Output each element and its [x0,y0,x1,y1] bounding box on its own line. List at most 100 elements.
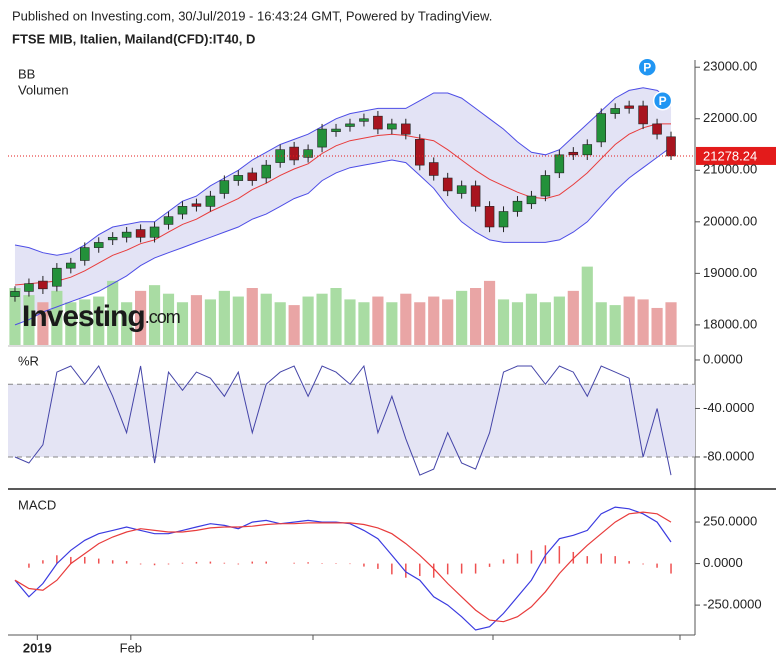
candle-body [163,216,174,225]
volume-bar [204,299,216,345]
volume-bar [65,302,77,345]
macd-line [14,511,672,623]
symbol-title: FTSE MIB, Italien, Mailand(CFD):IT40, D [12,31,255,46]
candle-body [135,229,146,238]
candle-body [582,144,593,156]
candle-body [345,123,355,127]
volume-bar [483,280,496,345]
candle-body [52,267,62,287]
candle-body [233,175,244,181]
candle-body [373,115,383,130]
y-tick-label: 23000.00 [703,59,757,74]
volume-bar [372,296,384,345]
volume-bar [162,293,175,345]
volume-bar [121,302,133,345]
volume-bar [316,293,328,345]
volume-bar [274,302,286,345]
candle-body [401,123,411,135]
volume-bar [246,288,258,345]
pivot-marker [637,57,658,77]
volume-bar [539,302,551,345]
volume-bar [497,299,510,345]
candle-body [10,291,20,297]
bb-lower [14,146,672,326]
volume-bar [288,305,300,345]
volume-bar [525,293,538,345]
volume-bar [330,288,342,345]
published-note: Published on Investing.com, 30/Jul/2019 … [12,8,492,23]
volume-bar [107,280,119,345]
candle-body [652,123,662,135]
y-tick-label: 0.0000 [703,555,743,570]
candle-body [275,149,285,163]
candle-body [191,203,202,207]
volume-bar [651,307,663,345]
plot: 21278.24 P P 18000.00 19000.00 20000.00 21000.… [8,57,776,655]
y-tick-label: -40.0000 [703,400,754,415]
volume-bar [302,296,314,345]
watermark-brand: Investing [22,300,145,333]
last-price-box [696,146,776,165]
candle-body [442,177,453,192]
indicator-line [14,364,672,476]
volume-bar [511,302,524,345]
candle-body [93,242,104,248]
pivot-marker-label: P [659,94,667,108]
candle-body [289,146,299,161]
volume-bar [358,302,370,345]
bb-fill [14,87,672,325]
candle-body [387,123,397,130]
y-tick-label: -250.0000 [703,597,762,612]
x-tick-label: 2019 [23,640,52,655]
candle-body [261,164,271,179]
candle-body [610,108,620,114]
y-tick-label: 18000.00 [703,316,757,331]
volume-bar [665,302,677,345]
volume-bar [595,302,607,345]
volume-bar [581,266,593,345]
volume-bar [637,299,649,345]
candle-body [66,262,76,269]
volume-bar [428,296,440,345]
volume-bar [232,296,244,345]
indicator-label: Volumen [18,82,69,97]
candle-body [24,283,34,292]
candle-body [428,162,439,176]
volume-bar [79,299,91,345]
volume-bar [344,299,356,345]
candle-body [568,151,579,156]
volume-bar [9,288,21,345]
candle-body [177,206,188,215]
candle-body [526,195,537,205]
candle-body [470,185,481,207]
candle-body [498,211,509,228]
candle-body [456,185,467,194]
volume-bar [93,296,105,345]
volume-bar [176,302,189,345]
candle-body [107,236,118,241]
bb-middle [14,123,671,286]
volume-bar [623,296,635,345]
y-tick-label: 250.0000 [703,513,757,528]
pivot-marker-label: P [643,60,651,74]
candle-body [638,105,648,125]
volume-bar [442,299,454,345]
candle-body [415,139,425,166]
volume-bar [135,290,147,345]
candle-body [317,128,327,148]
y-tick-label: 22000.00 [703,110,757,125]
indicator-label: %R [18,353,39,368]
candle-body [247,172,258,181]
candle-body [596,113,606,143]
volume-bar [609,305,621,345]
macd-line [14,506,672,631]
watermark-suffix: .com [145,307,180,327]
volume-bar [218,290,230,345]
candle-body [624,105,634,109]
volume-bar [456,290,468,345]
pivot-marker [652,90,673,111]
y-tick-label: 19000.00 [703,265,757,280]
volume-bar [414,302,426,345]
y-tick-label: 0.0000 [703,351,743,366]
